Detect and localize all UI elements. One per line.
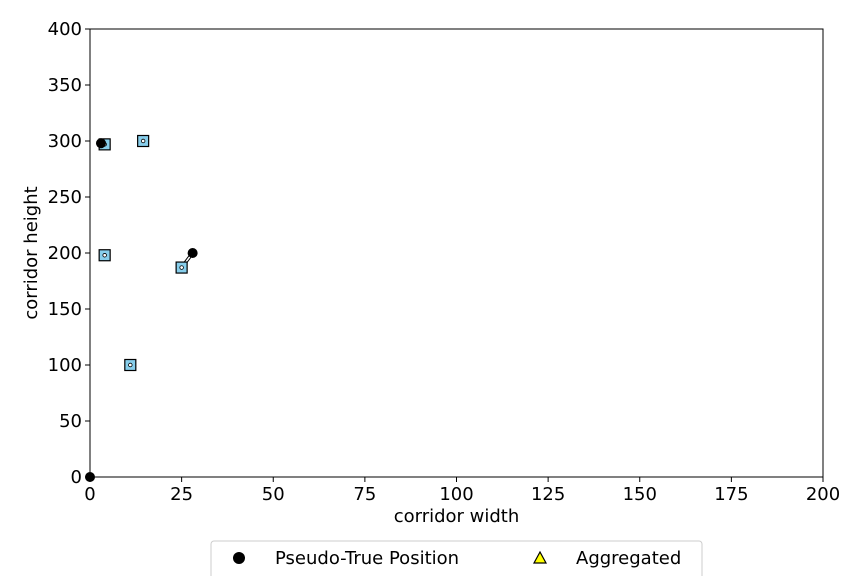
x-tick-label: 125 bbox=[531, 484, 565, 505]
y-tick-label: 100 bbox=[48, 355, 82, 376]
x-tick-label: 0 bbox=[84, 484, 95, 505]
y-tick-label: 50 bbox=[59, 411, 82, 432]
y-tick-label: 350 bbox=[48, 75, 82, 96]
pseudo-true-point bbox=[187, 248, 198, 258]
x-tick-label: 100 bbox=[439, 484, 473, 505]
y-axis-label: corridor height bbox=[21, 186, 42, 319]
point-center-dot bbox=[128, 362, 133, 368]
x-axis: 0 25 50 75 100 125 150 175 200 bbox=[84, 477, 840, 505]
x-tick-label: 175 bbox=[714, 484, 748, 505]
y-axis: 0 50 100 150 200 250 300 350 400 bbox=[48, 19, 90, 488]
plot-area bbox=[85, 134, 198, 482]
y-tick-label: 150 bbox=[48, 299, 82, 320]
y-tick-label: 0 bbox=[71, 467, 82, 488]
x-tick-label: 75 bbox=[353, 484, 376, 505]
y-tick-label: 300 bbox=[48, 131, 82, 152]
y-tick-label: 200 bbox=[48, 243, 82, 264]
point-center-dot bbox=[140, 138, 146, 144]
y-tick-label: 400 bbox=[48, 19, 82, 40]
x-tick-label: 50 bbox=[262, 484, 285, 505]
legend-box bbox=[210, 540, 703, 576]
point-center-dot bbox=[179, 265, 184, 270]
x-axis-label: corridor width bbox=[394, 506, 520, 527]
x-tick-label: 200 bbox=[806, 484, 840, 505]
legend: Pseudo-True Position Aggregated bbox=[210, 540, 703, 576]
point-center-dot bbox=[102, 253, 107, 258]
plot-frame bbox=[89, 28, 824, 478]
legend-marker-aggregated bbox=[532, 550, 548, 564]
y-tick-label: 250 bbox=[48, 187, 82, 208]
legend-marker-pseudo-true bbox=[233, 552, 245, 564]
x-tick-label: 25 bbox=[170, 484, 193, 505]
pseudo-true-point bbox=[95, 138, 106, 149]
legend-label-pseudo-true: Pseudo-True Position bbox=[275, 548, 459, 569]
x-tick-label: 150 bbox=[623, 484, 657, 505]
legend-label-aggregated: Aggregated bbox=[576, 548, 681, 569]
